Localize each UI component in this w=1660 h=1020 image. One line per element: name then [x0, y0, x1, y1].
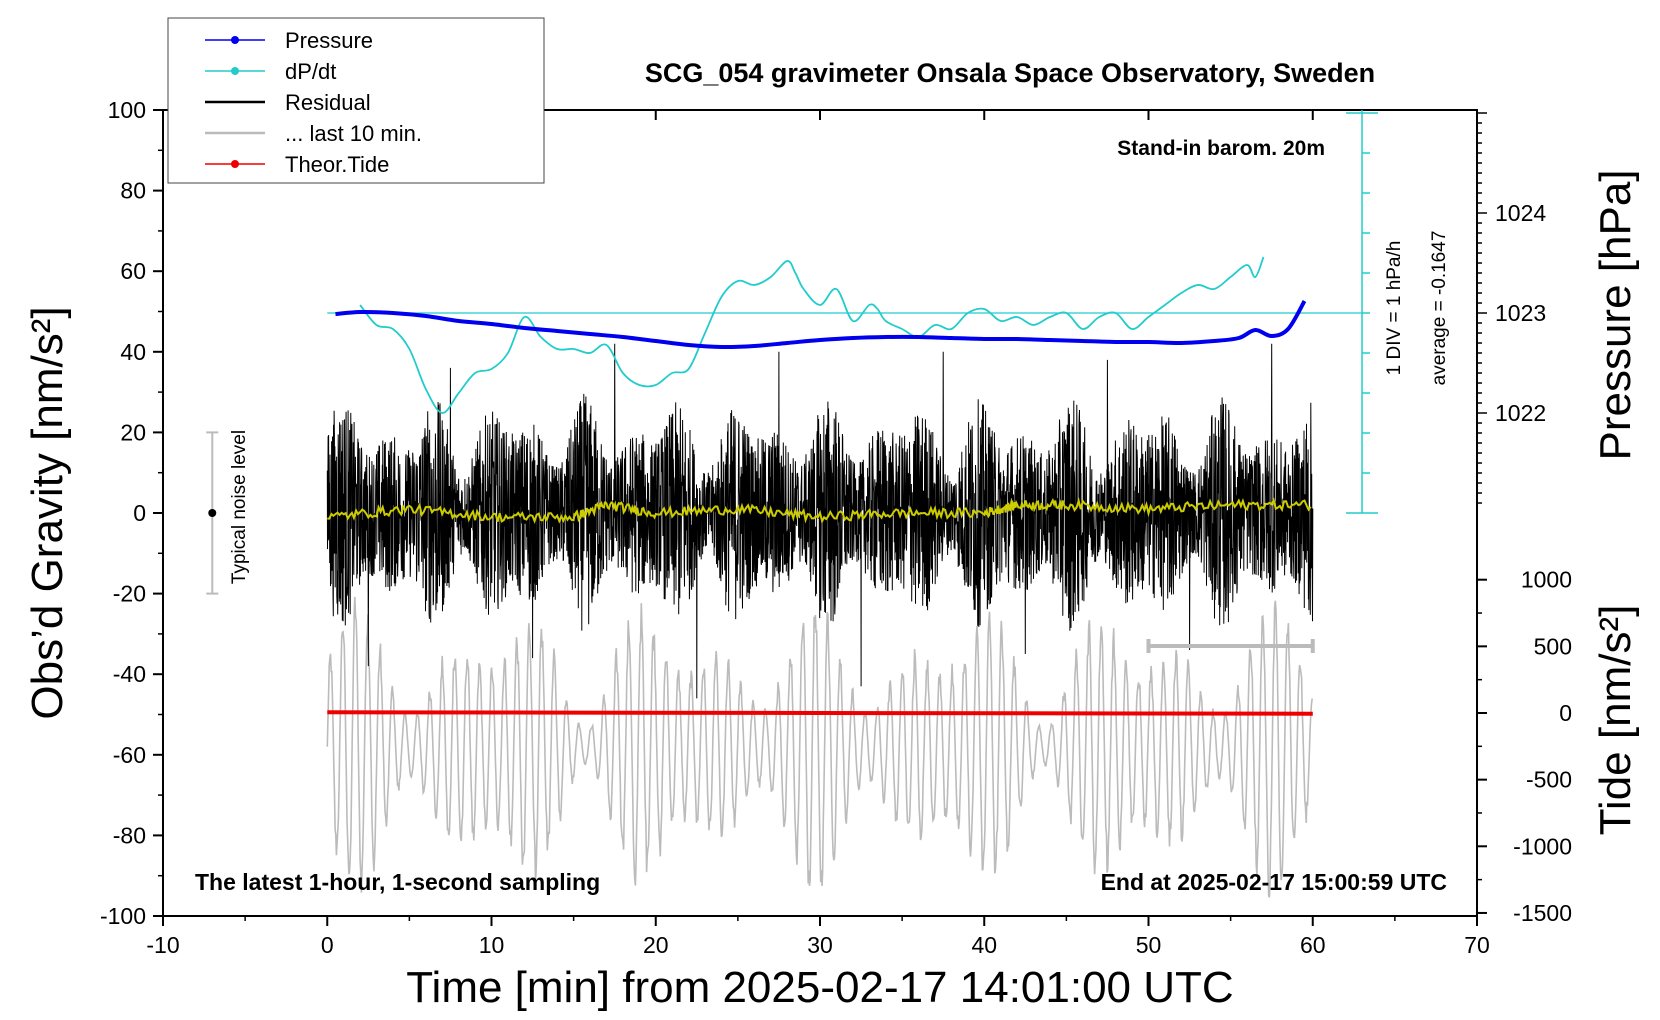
y-axis-title-pressure: Pressure [hPa] [1591, 169, 1640, 460]
x-tick-label: 70 [1464, 932, 1490, 958]
pressure-tick-label: 1022 [1495, 400, 1546, 426]
noise-level-note: Typical noise level [229, 430, 250, 584]
legend-swatch-marker [231, 67, 239, 75]
dpdt-line [359, 256, 1265, 414]
x-tick-label: 0 [321, 932, 334, 958]
y-tick-label: 20 [120, 419, 146, 445]
y-axis-title-gravity: Obs’d Gravity [nm/s²] [23, 306, 72, 719]
legend: Pressure dP/dt Residual ... last 10 min. The… [167, 17, 545, 184]
tide-tick-label: -1500 [1513, 900, 1572, 926]
tide-tick-label: 500 [1534, 633, 1572, 659]
y-tick-label: 40 [120, 339, 146, 365]
y-tick-label: -20 [113, 581, 146, 607]
legend-item: ... last 10 min. [205, 121, 422, 146]
y-axis-tide: -1500 -1000 -500 0 500 1000 [1477, 567, 1572, 926]
sampling-note: The latest 1-hour, 1-second sampling [195, 869, 600, 895]
y-tick-label: -40 [113, 661, 146, 687]
legend-swatch-marker [231, 160, 239, 168]
y-axis-title-tide: Tide [nm/s²] [1591, 605, 1640, 836]
x-tick-label: 40 [971, 932, 997, 958]
last-10-min-line [326, 596, 1314, 898]
legend-item: Pressure [205, 28, 373, 53]
legend-swatch-marker [231, 36, 239, 44]
y-axis-pressure: 1022 1023 1024 [1477, 112, 1546, 504]
legend-label: dP/dt [285, 59, 336, 84]
tide-tick-label: -500 [1526, 767, 1572, 793]
x-tick-label: -10 [146, 932, 179, 958]
y-tick-label: 0 [133, 500, 146, 526]
y-tick-label: 60 [120, 258, 146, 284]
x-tick-label: 30 [807, 932, 833, 958]
pressure-tick-label: 1024 [1495, 200, 1546, 226]
chart-title: SCG_054 gravimeter Onsala Space Observat… [645, 58, 1375, 88]
series-layer [326, 256, 1363, 898]
legend-label: Pressure [285, 28, 373, 53]
legend-label: ... last 10 min. [285, 121, 422, 146]
legend-item: dP/dt [205, 59, 336, 84]
dpdt-scale-note: 1 DIV = 1 hPa/h [1384, 241, 1405, 376]
tide-tick-label: 1000 [1521, 567, 1572, 593]
x-tick-label: 20 [643, 932, 669, 958]
y-tick-label: -100 [100, 903, 146, 929]
pressure-line [335, 300, 1307, 350]
x-axis-title: Time [min] from 2025-02-17 14:01:00 UTC [406, 963, 1233, 1012]
x-tick-label: 50 [1136, 932, 1162, 958]
barometer-note: Stand-in barom. 20m [1117, 137, 1325, 160]
theor-tide-line [327, 710, 1313, 716]
x-axis: -10 0 10 20 30 40 50 60 70 [146, 110, 1490, 958]
dpdt-average-note: average = -0.1647 [1429, 231, 1450, 386]
end-time-note: End at 2025-02-17 15:00:59 UTC [1101, 869, 1447, 895]
x-tick-label: 10 [479, 932, 505, 958]
pressure-tick-label: 1023 [1495, 300, 1546, 326]
legend-label: Theor.Tide [285, 152, 389, 177]
y-tick-label: 80 [120, 178, 146, 204]
y-tick-label: -60 [113, 742, 146, 768]
x-tick-label: 60 [1300, 932, 1326, 958]
tide-tick-label: -1000 [1513, 833, 1572, 859]
y-axis-gravity: -100 -80 -60 -40 -20 0 20 40 60 80 100 [100, 97, 163, 929]
tide-tick-label: 0 [1559, 700, 1572, 726]
y-tick-label: 100 [108, 97, 146, 123]
legend-label: Residual [285, 90, 371, 115]
y-tick-label: -80 [113, 822, 146, 848]
noise-level-center-dot [208, 509, 217, 517]
dpdt-scale-axis [1346, 110, 1379, 514]
legend-box [167, 17, 545, 184]
legend-item: Theor.Tide [205, 152, 389, 177]
legend-item: Residual [205, 90, 371, 115]
smoothed-residual-line [327, 497, 1312, 525]
extras-layer [206, 431, 1315, 653]
